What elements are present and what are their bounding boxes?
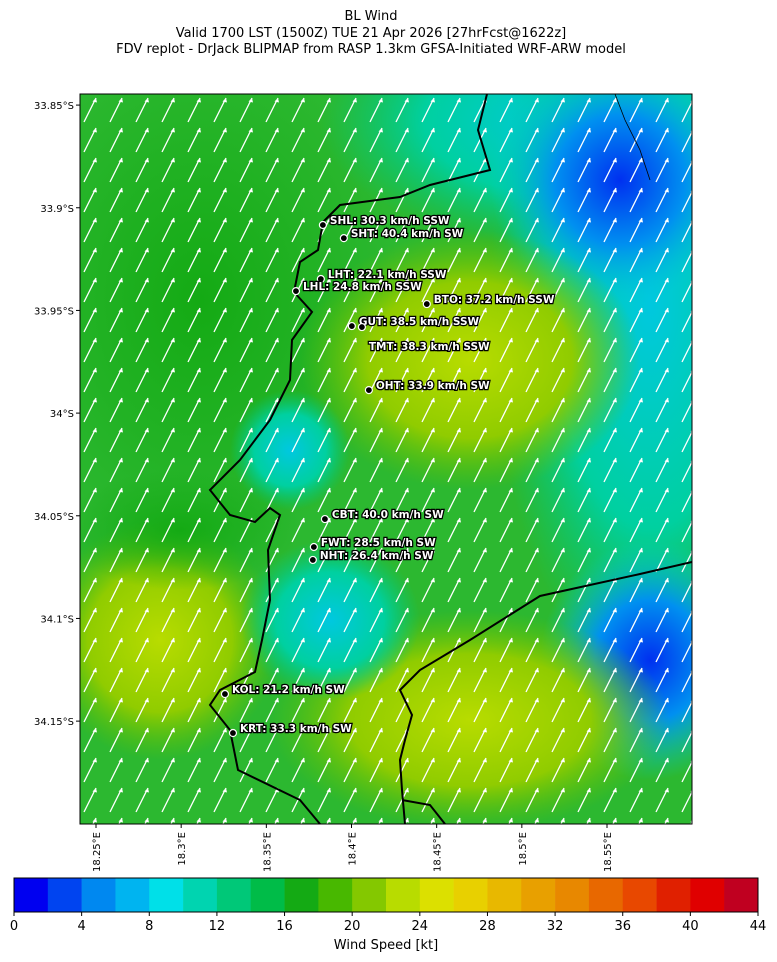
station-dot bbox=[309, 542, 318, 552]
colorbar-segment bbox=[419, 878, 454, 912]
station-label: KOL: 21.2 km/h SW bbox=[232, 684, 345, 696]
station-dot bbox=[318, 220, 327, 230]
station-label: TMT: 38.3 km/h SSW bbox=[369, 341, 490, 353]
station-dot bbox=[320, 514, 330, 524]
colorbar-tick-label: 36 bbox=[614, 919, 631, 934]
title-line: Valid 1700 LST (1500Z) TUE 21 Apr 2026 [… bbox=[176, 26, 567, 41]
station-dot bbox=[291, 287, 301, 296]
x-tick-label: 18.5°E bbox=[518, 832, 529, 866]
y-tick-label: 33.85°S bbox=[34, 101, 74, 112]
colorbar-tick-label: 44 bbox=[750, 919, 767, 934]
y-tick-label: 33.95°S bbox=[34, 306, 74, 317]
colorbar-label: Wind Speed [kt] bbox=[334, 938, 438, 953]
station-dot bbox=[422, 299, 431, 309]
colorbar-segment bbox=[115, 878, 150, 912]
colorbar-tick-label: 32 bbox=[547, 919, 564, 934]
x-tick-label: 18.45°E bbox=[433, 832, 444, 872]
station-dot bbox=[228, 728, 238, 738]
colorbar-segment bbox=[487, 878, 522, 912]
colorbar-tick-label: 24 bbox=[412, 919, 429, 934]
colorbar-segment bbox=[453, 878, 488, 912]
colorbar-segment bbox=[183, 878, 218, 912]
station-label: LHL: 24.8 km/h SSW bbox=[303, 281, 422, 293]
x-tick-label: 18.4°E bbox=[348, 832, 359, 866]
x-tick-label: 18.25°E bbox=[92, 832, 103, 872]
station-label: BTO: 37.2 km/h SSW bbox=[434, 294, 555, 306]
station-label: CBT: 40.0 km/h SW bbox=[332, 509, 444, 521]
colorbar-tick-label: 40 bbox=[682, 919, 699, 934]
colorbar-tick-label: 28 bbox=[479, 919, 496, 934]
colorbar-segment bbox=[352, 878, 387, 912]
colorbar-segment bbox=[81, 878, 116, 912]
colorbar-segment bbox=[521, 878, 556, 912]
station-dot bbox=[308, 555, 317, 565]
station-dot bbox=[364, 386, 373, 395]
colorbar-tick-label: 12 bbox=[209, 919, 226, 934]
y-tick-label: 34°S bbox=[50, 409, 74, 420]
colorbar-tick-label: 0 bbox=[10, 919, 18, 934]
station-dot bbox=[347, 321, 356, 331]
colorbar-tick-label: 20 bbox=[344, 919, 361, 934]
axes: 18.25°E 18.3°E 18.35°E 18.4°E 18.45°E 18.5°E 1… bbox=[34, 101, 614, 872]
colorbar-tick-label: 8 bbox=[145, 919, 153, 934]
station-dot bbox=[339, 234, 348, 243]
title: BL Wind Valid 1700 LST (1500Z) TUE 21 Ap… bbox=[116, 9, 626, 57]
y-tick-label: 33.9°S bbox=[40, 204, 74, 215]
colorbar-segment bbox=[318, 878, 353, 912]
station-label: SHT: 40.4 km/h SW bbox=[351, 228, 464, 240]
y-tick-label: 34.05°S bbox=[34, 512, 74, 523]
station-label: OHT: 33.9 km/h SW bbox=[376, 380, 490, 392]
colorbar-segment bbox=[216, 878, 252, 912]
y-tick-label: 34.1°S bbox=[40, 614, 74, 625]
colorbar-frame bbox=[13, 877, 759, 913]
colorbar-segment bbox=[14, 878, 49, 912]
colorbar-segment bbox=[724, 878, 759, 912]
wind-field bbox=[80, 94, 692, 824]
x-tick-label: 18.55°E bbox=[603, 832, 614, 872]
colorbar-segment bbox=[284, 878, 319, 912]
colorbar-segment bbox=[47, 878, 82, 912]
x-tick-label: 18.3°E bbox=[177, 832, 188, 866]
colorbar-tick-label: 16 bbox=[276, 919, 293, 934]
colorbar-segment bbox=[555, 878, 590, 912]
colorbar-segment bbox=[656, 878, 691, 912]
station-dot bbox=[220, 689, 230, 699]
title-line: FDV replot - DrJack BLIPMAP from RASP 1.… bbox=[116, 42, 626, 57]
colorbar-tick-label: 4 bbox=[77, 919, 85, 934]
station-dot bbox=[357, 322, 366, 332]
colorbar-segment bbox=[386, 878, 421, 912]
station-label: KRT: 33.3 km/h SW bbox=[240, 723, 352, 735]
station-label: FWT: 28.5 km/h SW bbox=[321, 537, 436, 549]
x-tick-label: 18.35°E bbox=[262, 832, 273, 872]
map-frame bbox=[79, 93, 693, 825]
y-tick-label: 34.15°S bbox=[34, 717, 74, 728]
station-label: LHT: 22.1 km/h SSW bbox=[328, 269, 447, 281]
colorbar-segment bbox=[690, 878, 725, 912]
station-dot bbox=[316, 274, 325, 284]
station-label: SHL: 30.3 km/h SSW bbox=[330, 215, 450, 227]
title-line: BL Wind bbox=[345, 9, 398, 24]
colorbar-segment bbox=[250, 878, 285, 912]
colorbar-segment bbox=[149, 878, 184, 912]
station-label: GUT: 38.5 km/h SSW bbox=[359, 316, 480, 328]
colorbar-segment bbox=[622, 878, 657, 912]
station-label: NHT: 26.4 km/h SW bbox=[320, 550, 434, 562]
colorbar: 0 4 8 12 16 20 24 28 32 36 40 44 Wind Speed [kt] bbox=[10, 877, 767, 953]
colorbar-segment bbox=[588, 878, 624, 912]
